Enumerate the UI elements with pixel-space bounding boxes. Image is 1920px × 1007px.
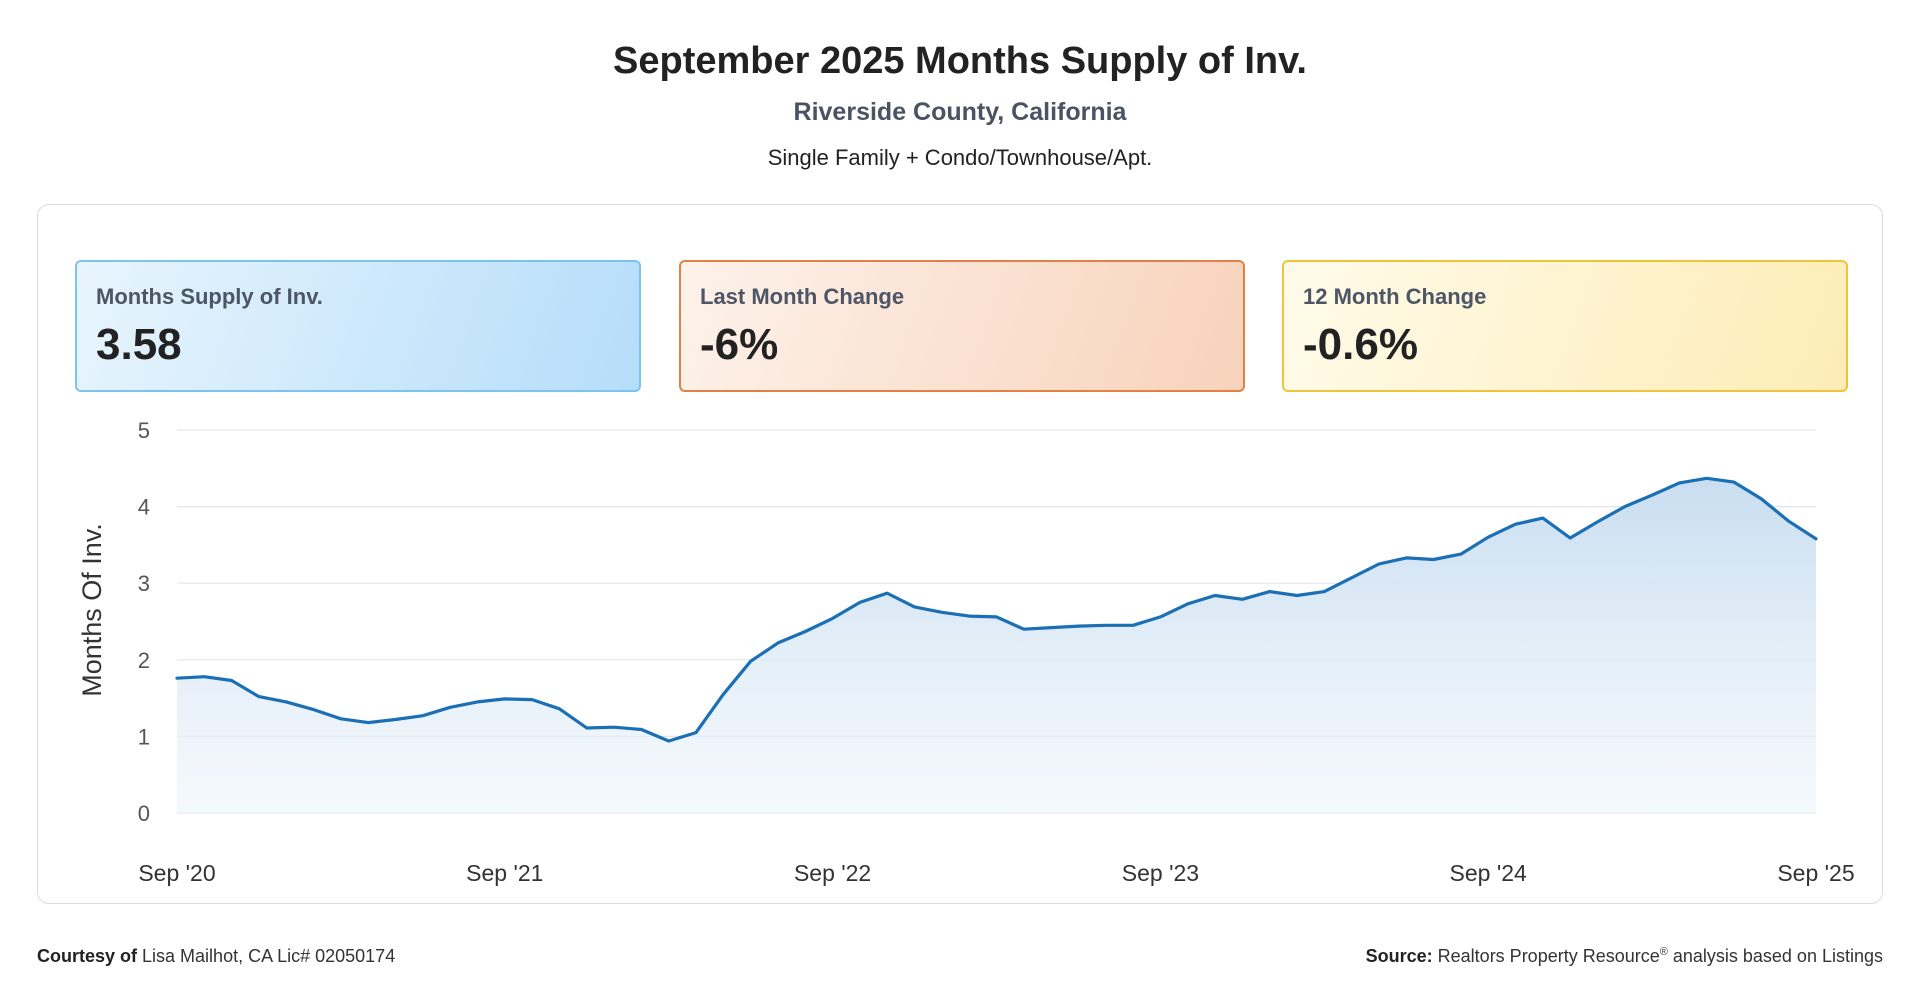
last-month-change-card: Last Month Change -6% — [679, 260, 1245, 392]
data-point-jul-22 — [776, 641, 780, 645]
data-point-jul-25 — [1759, 497, 1763, 501]
data-point-jun-25 — [1732, 480, 1736, 484]
data-point-may-21 — [394, 718, 398, 722]
registered-mark: ® — [1659, 946, 1668, 958]
data-point-dec-23 — [1240, 597, 1244, 601]
data-point-sep-22 — [831, 616, 835, 620]
data-point-aug-24 — [1459, 552, 1463, 556]
data-point-oct-20 — [202, 675, 206, 679]
y-tick-label: 4 — [138, 495, 150, 520]
courtesy-footer: Courtesy of Lisa Mailhot, CA Lic# 020501… — [37, 946, 395, 967]
data-point-jan-24 — [1268, 590, 1272, 594]
data-point-aug-23 — [1131, 623, 1135, 627]
x-tick-label: Sep '23 — [1122, 860, 1199, 886]
y-axis-label: Months Of Inv. — [77, 523, 107, 697]
data-point-feb-22 — [639, 728, 643, 732]
courtesy-text: Lisa Mailhot, CA Lic# 02050174 — [142, 946, 396, 966]
data-point-dec-20 — [257, 695, 261, 699]
x-tick-label: Sep '20 — [138, 860, 215, 886]
data-point-jun-21 — [421, 714, 425, 718]
source-footer: Source: Realtors Property Resource® anal… — [1366, 946, 1883, 967]
data-point-oct-21 — [530, 698, 534, 702]
supply-line — [175, 476, 1818, 743]
data-point-feb-21 — [312, 708, 316, 712]
data-point-nov-23 — [1213, 593, 1217, 597]
data-point-sep-25 — [1814, 537, 1818, 541]
data-point-jan-23 — [940, 610, 944, 614]
data-point-nov-24 — [1541, 516, 1545, 520]
months-supply-value: 3.58 — [96, 320, 182, 369]
data-point-nov-21 — [557, 707, 561, 711]
x-tick-label: Sep '25 — [1777, 860, 1854, 886]
y-tick-label: 5 — [138, 418, 150, 443]
data-point-jun-24 — [1404, 556, 1408, 560]
data-point-feb-24 — [1295, 593, 1299, 597]
data-point-feb-23 — [967, 614, 971, 618]
data-point-dec-21 — [585, 726, 589, 730]
data-point-jun-22 — [749, 659, 753, 663]
data-point-oct-22 — [858, 600, 862, 604]
x-tick-label: Sep '22 — [794, 860, 871, 886]
data-point-jun-23 — [1076, 624, 1080, 628]
twelve-month-change-card: 12 Month Change -0.6% — [1282, 260, 1848, 392]
data-point-may-25 — [1705, 476, 1709, 480]
months-supply-label: Months Supply of Inv. — [96, 284, 323, 309]
data-point-jul-21 — [448, 705, 452, 709]
data-point-aug-21 — [475, 700, 479, 704]
data-point-oct-24 — [1514, 522, 1518, 526]
x-axis-ticks: Sep '20 Sep '21 Sep '22 Sep '23 Sep '24 Sep '… — [138, 860, 1854, 886]
data-point-apr-24 — [1350, 576, 1354, 580]
data-point-apr-21 — [366, 721, 370, 725]
data-point-apr-22 — [694, 731, 698, 735]
data-point-mar-25 — [1650, 493, 1654, 497]
data-point-sep-20 — [175, 676, 179, 680]
page-title: September 2025 Months Supply of Inv. — [613, 40, 1307, 82]
data-point-may-22 — [721, 692, 725, 696]
data-point-dec-22 — [913, 605, 917, 609]
supply-area — [177, 478, 1816, 813]
data-point-may-24 — [1377, 562, 1381, 566]
property-types-subtitle: Single Family + Condo/Townhouse/Apt. — [767, 145, 1153, 170]
y-tick-label: 0 — [138, 801, 150, 826]
twelve-month-change-label: 12 Month Change — [1303, 284, 1487, 309]
source-text-a: Realtors Property Resource — [1437, 946, 1660, 966]
last-month-change-label: Last Month Change — [700, 284, 905, 309]
data-point-jan-25 — [1595, 520, 1599, 524]
data-point-aug-22 — [803, 629, 807, 633]
data-point-sep-23 — [1158, 615, 1162, 619]
data-point-jan-21 — [284, 700, 288, 704]
source-label: Source: — [1365, 946, 1433, 966]
data-point-mar-23 — [995, 615, 999, 619]
last-month-change-value: -6% — [700, 320, 779, 369]
data-point-mar-24 — [1322, 590, 1326, 594]
data-point-nov-22 — [885, 591, 889, 595]
data-point-mar-22 — [667, 739, 671, 743]
data-point-sep-24 — [1486, 535, 1490, 539]
y-tick-label: 2 — [138, 648, 150, 673]
data-point-may-23 — [1049, 626, 1053, 630]
courtesy-label: Courtesy of — [37, 946, 138, 966]
data-point-dec-24 — [1568, 536, 1572, 540]
y-axis-ticks: 0 1 2 3 4 5 — [138, 418, 150, 826]
months-supply-card: Months Supply of Inv. 3.58 — [75, 260, 641, 392]
data-point-aug-25 — [1787, 519, 1791, 523]
y-tick-label: 1 — [138, 724, 150, 749]
twelve-month-change-value: -0.6% — [1303, 320, 1418, 369]
data-point-oct-23 — [1186, 602, 1190, 606]
data-point-jul-23 — [1104, 623, 1108, 627]
data-point-sep-21 — [503, 697, 507, 701]
data-point-jan-22 — [612, 725, 616, 729]
y-tick-label: 3 — [138, 571, 150, 596]
data-point-apr-25 — [1677, 481, 1681, 485]
data-point-feb-25 — [1623, 505, 1627, 509]
data-point-mar-21 — [339, 717, 343, 721]
data-point-jul-24 — [1432, 557, 1436, 561]
source-text-b: analysis based on Listings — [1667, 946, 1883, 966]
data-point-nov-20 — [230, 678, 234, 682]
data-point-apr-23 — [1022, 627, 1026, 631]
region-subtitle: Riverside County, California — [793, 98, 1127, 126]
x-tick-label: Sep '24 — [1450, 860, 1527, 886]
x-tick-label: Sep '21 — [466, 860, 543, 886]
